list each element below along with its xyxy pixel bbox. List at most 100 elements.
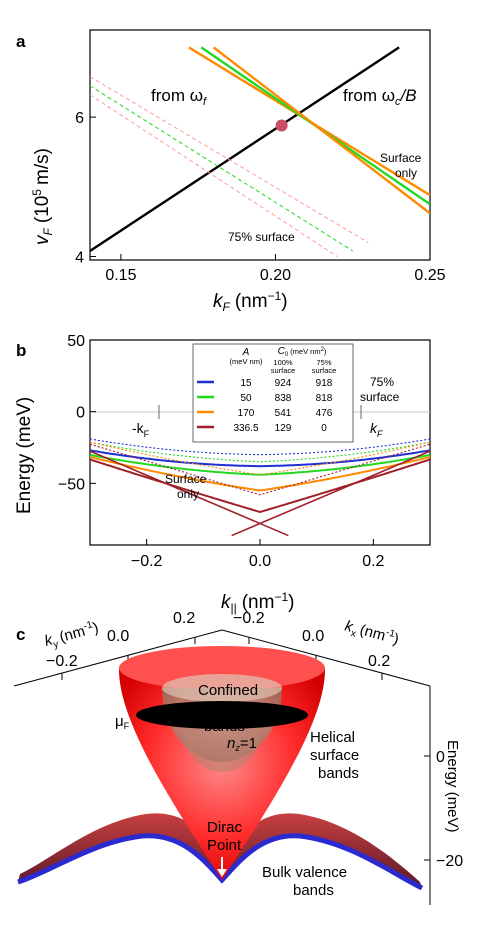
panel-b: b −0.2 0.0 0.2 500−50 -kF kF Surface only … [14, 333, 431, 615]
ky-tick-label-1: −0.2 [46, 653, 78, 670]
annotation-surface-only-a1: Surface [380, 151, 422, 165]
confined-bowl-inner [182, 720, 262, 772]
dirac-cross-left [90, 450, 289, 537]
legend-a-0: 15 [240, 378, 252, 389]
panel-b-ylabel: Energy (meV) [14, 397, 35, 514]
legend-c100-2: 541 [275, 408, 292, 419]
legend-col-a-unit: (meV nm) [230, 357, 263, 366]
panel-b-series [90, 438, 430, 537]
legend-rows: 15 924 918 50 838 818 170 541 476 336.5 129 0 [197, 378, 333, 434]
b-xtick-label-1: 0.0 [249, 553, 271, 570]
legend-c75-1: 818 [316, 393, 333, 404]
legend-a-2: 170 [238, 408, 255, 419]
annotation-75-b2: surface [360, 390, 400, 404]
panel-b-series-2 [90, 456, 430, 492]
b-xtick-label-2: 0.2 [362, 553, 384, 570]
legend-c100-0: 924 [275, 378, 292, 389]
a-ytick-label-0: 4 [75, 250, 84, 267]
panel-a-xlabel: kF (nm−1) [213, 289, 288, 314]
label-mu-f: μF [115, 713, 130, 731]
ky-tick-label-2: 0.0 [107, 628, 129, 645]
legend-c75-3: 0 [321, 423, 327, 434]
panel-a-series-5 [90, 85, 353, 252]
annotation-kf: kF [370, 420, 383, 439]
confined-bowl-rim [162, 674, 282, 702]
ky-tick-label-3: 0.2 [173, 610, 195, 627]
panel-b-yticks: 50 0 −50 [58, 333, 96, 493]
a-xtick-label-2: 0.25 [414, 267, 445, 284]
legend-sub100-1: 100% [273, 358, 293, 367]
b-xtick-label-0: −0.2 [131, 553, 163, 570]
legend-sub75-1: 75% [316, 358, 331, 367]
panel-a-series-6 [90, 94, 338, 257]
legend-col-a: A [242, 347, 250, 358]
label-helical-3: bands [318, 765, 359, 782]
valence-band-surface [18, 813, 422, 888]
label-bulk-2: bands [293, 882, 334, 899]
energy-tick-label-0: 0 [436, 749, 445, 766]
annotation-from-omega-c: from ωc/B [343, 86, 417, 108]
kx-axis-label: kx(nm-1) [342, 616, 401, 651]
energy-tick-label-20: −20 [436, 853, 463, 870]
legend-c100-1: 838 [275, 393, 292, 404]
dirac-cross-right [231, 450, 430, 537]
fermi-disk [136, 701, 308, 729]
cone-rim [119, 646, 325, 690]
panel-b-letter: b [16, 341, 26, 360]
label-confined-3: bands [204, 718, 245, 735]
annotation-75-surface-a: 75% surface [228, 230, 295, 244]
annotation-from-omega-f: from ωf [151, 86, 207, 108]
panel-b-series-7 [90, 443, 430, 496]
panel-b-series-3 [90, 458, 430, 514]
a-ytick-label-1: 6 [75, 110, 84, 127]
kx-tick-label-2: 0.0 [302, 628, 324, 645]
a-xtick-label-1: 0.20 [260, 267, 291, 284]
annotation-surface-only-a2: only [395, 166, 417, 180]
panel-a-xticks: 0.15 0.20 0.25 [105, 254, 446, 284]
kx-tick-label-1: −0.2 [233, 610, 265, 627]
annotation-surface-only-b1: Surface [165, 472, 207, 486]
kx-tick-label-3: 0.2 [368, 653, 390, 670]
legend-a-1: 50 [240, 393, 252, 404]
panel-b-series-0 [90, 449, 430, 468]
panel-b-series-6 [90, 441, 430, 476]
annotation-minus-kf: -kF [132, 420, 150, 439]
legend-box [192, 343, 354, 443]
panel-b-xticks: −0.2 0.0 0.2 [131, 539, 385, 570]
panel-a-letter: a [16, 32, 26, 51]
legend-sub75-2: surface [312, 366, 337, 375]
label-confined-2: conduction [190, 700, 263, 717]
panel-a-series [90, 46, 430, 257]
legend-c100-3: 129 [275, 423, 292, 434]
label-dirac-1: Dirac [207, 819, 243, 836]
panel-a-ylabel: vF(105m/s) [30, 148, 55, 245]
panel-c: c −0.2 0.0 0.2 −0.2 0.0 0.2 0 −20 ky(nm-… [13, 610, 463, 905]
ky-axis-label: ky(nm-1) [42, 618, 101, 653]
energy-axis-label: Energy (meV) [444, 740, 461, 833]
legend-c75-0: 918 [316, 378, 333, 389]
b-ytick-label-2: −50 [58, 476, 85, 493]
panel-a-marker [275, 119, 288, 132]
intersection-marker [275, 119, 288, 132]
ky-axis-line [13, 629, 223, 687]
annotation-75-b1: 75% [370, 375, 394, 389]
legend-a-3: 336.5 [233, 423, 258, 434]
label-helical-2: surface [310, 747, 359, 764]
kx-axis-line [221, 629, 431, 687]
label-helical-1: Helical [310, 729, 355, 746]
panel-b-xlabel: k|| (nm−1) [221, 590, 294, 615]
legend-col-c: C0 (meV nm2) [278, 346, 327, 358]
b-ytick-label-0: 50 [67, 333, 85, 350]
panel-a-series-0 [90, 46, 400, 252]
panel-b-series-5 [90, 441, 430, 463]
label-bulk-1: Bulk valence [262, 864, 347, 881]
b-ytick-label-1: 0 [76, 405, 85, 422]
panel-a-series-3 [212, 46, 430, 215]
dirac-arrow-head [217, 869, 227, 877]
panel-a: a 0.15 0.20 0.25 46 from ωf from ωc/B Surf… [16, 29, 446, 314]
valence-band-edge [17, 833, 424, 891]
label-dirac-2: Point [207, 837, 242, 854]
panel-b-series-4 [90, 438, 430, 456]
label-confined-1: Confined [198, 682, 258, 699]
